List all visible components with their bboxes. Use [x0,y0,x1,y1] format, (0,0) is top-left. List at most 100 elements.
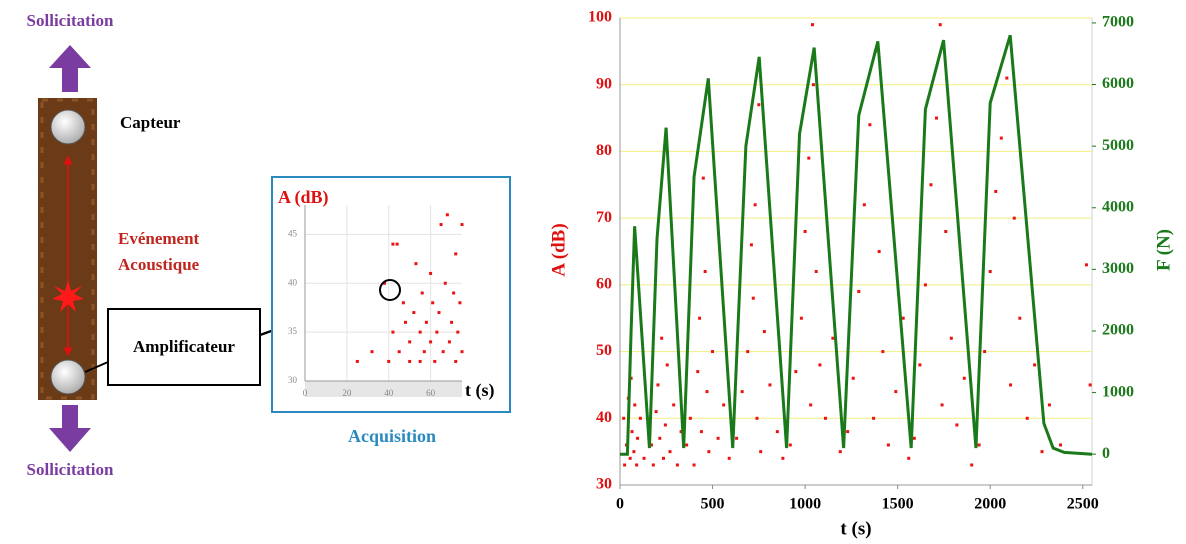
hit-point [701,176,705,180]
specimen [38,45,384,452]
hit-point [938,23,942,27]
hit-point [418,359,422,363]
hit-point [775,430,779,434]
hit-point [940,403,944,407]
hit-point [628,456,632,460]
x-tick-label: 40 [384,388,394,398]
y-tick-label: 70 [596,209,612,226]
hit-point [759,450,763,454]
hit-point [450,320,454,324]
x-axis-label: t (s) [840,518,871,539]
hit-point [722,403,726,407]
hit-point [636,436,640,440]
force-line [620,34,1093,456]
x-tick-label: 60 [426,388,436,398]
hit-point [622,416,626,420]
hit-point [881,350,885,354]
bottom-label: Sollicitation [27,460,114,479]
hit-point [1033,363,1037,367]
hit-point [894,390,898,394]
hit-point [441,350,445,354]
hit-point [877,250,881,253]
hit-point [420,291,424,295]
hit-point [1047,403,1051,407]
hit-point [983,350,987,354]
hit-point [707,450,711,454]
hit-point [703,270,707,274]
y2-tick-label: 2000 [1102,322,1134,339]
hit-point [429,271,433,275]
hit-point [679,430,683,434]
hit-point [746,350,750,354]
hit-point [635,463,639,467]
hit-point [632,450,636,454]
hit-point [762,330,766,334]
inset-axis-strip [305,381,462,397]
hit-point [437,311,441,315]
x-tick-label: 500 [701,496,725,513]
sensor-label: Capteur [120,113,181,132]
hit-point [414,262,418,266]
hit-point [675,463,679,467]
hit-point [424,320,428,324]
hit-point [663,423,667,427]
hit-point [944,229,948,233]
hit-point [735,436,739,440]
hit-point [445,213,449,217]
hit-point [1025,416,1029,420]
x-tick-label: 2000 [974,496,1006,513]
hit-point [753,203,757,207]
hit-point [658,436,662,440]
hit-point [988,270,992,274]
y-tick-label: 30 [596,476,612,493]
y2-axis-label: F (N) [1153,229,1174,271]
hit-point [401,301,405,305]
hit-point [1005,76,1009,80]
hit-point [907,456,911,460]
y-tick-label: 100 [588,9,612,26]
hit-point [638,416,642,420]
hit-point [408,359,412,363]
hit-point [370,350,374,354]
y2-tick-label: 5000 [1102,137,1134,154]
hit-point [454,252,458,256]
hit-point [872,416,876,420]
hit-point [768,383,772,387]
amplifier-label: Amplificateur [133,337,235,356]
y-tick-label: 50 [596,342,612,359]
y-tick-label: 90 [596,75,612,92]
hit-point [970,463,974,467]
hit-point [623,463,627,467]
hit-point [672,403,676,407]
hit-point [1040,450,1044,454]
y-tick-label: 60 [596,276,612,293]
x-axis-label: t (s) [465,380,495,401]
hit-point [809,403,813,407]
hit-point [814,270,818,274]
hit-point [435,330,439,334]
hit-point [642,456,646,460]
hit-point [661,456,665,460]
hit-point [935,116,939,120]
y-tick-label: 40 [288,277,298,287]
hit-point [962,376,966,380]
hit-point [633,403,637,407]
hit-point [439,223,443,227]
hit-point [999,136,1003,140]
hit-point [443,281,447,285]
y-axis-label: A (dB) [278,187,329,208]
hit-point [391,242,395,246]
hit-point [412,311,416,315]
event-label: Acoustique [118,255,200,274]
x-tick-label: 1000 [789,496,821,513]
hit-point [447,340,451,344]
hit-point [630,430,634,434]
highlight-circle [379,279,401,301]
hit-point [862,203,866,207]
hit-point [929,183,933,187]
hit-point [823,416,827,420]
hit-point [831,336,835,340]
hit-point [656,383,660,387]
hit-point [408,340,412,344]
